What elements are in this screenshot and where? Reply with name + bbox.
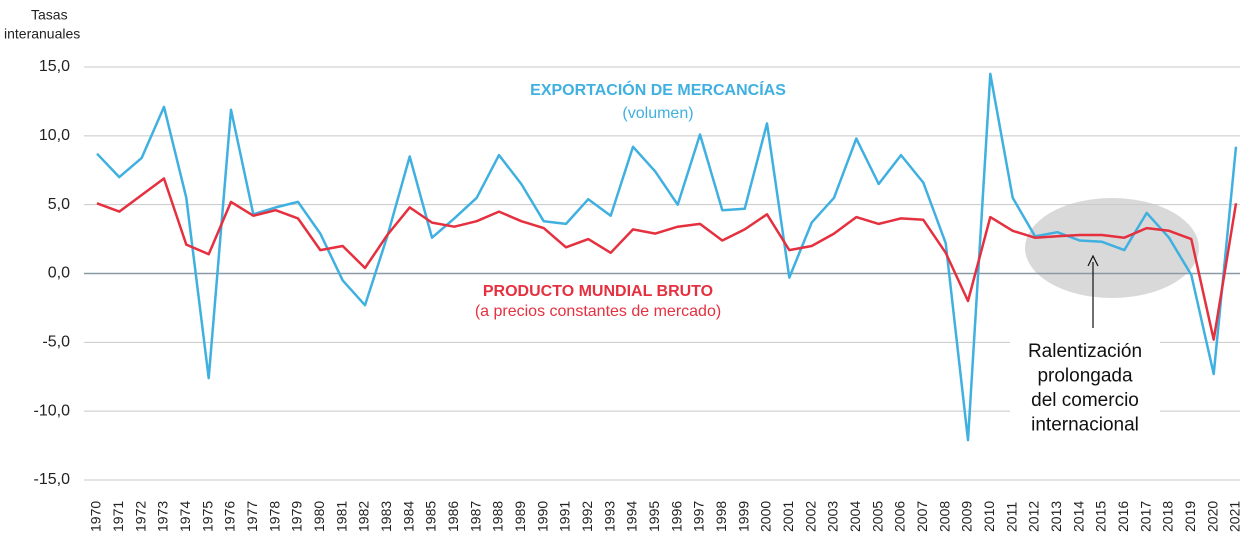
- x-tick-label: 1989: [512, 501, 528, 532]
- annotation-background: [1010, 333, 1160, 439]
- x-tick-label: 1996: [668, 501, 684, 532]
- annotation-text: Ralentización: [1028, 341, 1142, 362]
- x-tick-label: 1983: [378, 501, 394, 532]
- x-tick-label: 2013: [1048, 501, 1064, 532]
- x-tick-label: 2005: [869, 501, 885, 532]
- series-line: [96, 72, 1238, 442]
- x-tick-label: 1978: [266, 501, 282, 532]
- x-tick-label: 1997: [691, 501, 707, 532]
- x-tick-label: 2004: [847, 501, 863, 532]
- x-tick-label: 1974: [177, 501, 193, 532]
- x-tick-label: 1979: [289, 501, 305, 532]
- x-tick-label: 2014: [1070, 501, 1086, 532]
- x-tick-label: 1970: [88, 501, 104, 532]
- x-tick-label: 1982: [356, 501, 372, 532]
- series-label: PRODUCTO MUNDIAL BRUTO: [483, 283, 713, 300]
- series-line: [96, 177, 1238, 341]
- x-tick-label: 2008: [936, 501, 952, 532]
- x-tick-label: 2000: [758, 501, 774, 532]
- y-axis-label: Tasas: [31, 7, 68, 23]
- y-tick-label: 5,0: [48, 196, 70, 213]
- x-tick-label: 1972: [132, 501, 148, 532]
- y-tick-label: 15,0: [39, 58, 70, 75]
- x-tick-label: 1987: [467, 501, 483, 532]
- x-tick-label: 2002: [802, 501, 818, 532]
- y-tick-label: 10,0: [39, 127, 70, 144]
- x-tick-label: 1980: [311, 501, 327, 532]
- x-tick-label: 2018: [1160, 501, 1176, 532]
- x-tick-label: 2011: [1003, 502, 1019, 532]
- x-tick-label: 1995: [646, 501, 662, 532]
- x-tick-label: 1992: [579, 501, 595, 532]
- annotation-arrowhead: [1087, 254, 1099, 267]
- x-tick-label: 2015: [1093, 501, 1109, 532]
- x-tick-label: 1981: [333, 501, 349, 532]
- x-tick-label: 2020: [1204, 501, 1220, 532]
- annotation-text: internacional: [1031, 415, 1139, 436]
- x-tick-label: 2021: [1227, 501, 1243, 532]
- y-tick-label: -10,0: [34, 402, 71, 419]
- x-tick-label: 1999: [735, 501, 751, 532]
- x-tick-label: 1986: [445, 501, 461, 532]
- x-tick-label: 2017: [1137, 501, 1153, 532]
- x-tick-label: 1990: [534, 501, 550, 532]
- x-tick-label: 1975: [199, 501, 215, 532]
- x-tick-label: 2001: [780, 501, 796, 532]
- annotation-text: prolongada: [1037, 366, 1133, 387]
- x-tick-label: 1973: [155, 501, 171, 532]
- x-tick-label: 2006: [892, 501, 908, 532]
- x-tick-label: 1971: [110, 501, 126, 532]
- x-tick-label: 1988: [490, 501, 506, 532]
- x-tick-label: 1976: [222, 501, 238, 532]
- x-tick-label: 2019: [1182, 501, 1198, 532]
- x-tick-label: 1994: [624, 501, 640, 532]
- x-tick-label: 1985: [423, 501, 439, 532]
- x-tick-label: 2003: [825, 501, 841, 532]
- x-tick-label: 2012: [1026, 501, 1042, 532]
- x-tick-label: 1977: [244, 501, 260, 532]
- x-tick-label: 1998: [713, 501, 729, 532]
- y-axis-label: interanuales: [4, 26, 80, 42]
- x-tick-label: 1991: [557, 501, 573, 532]
- series-note: (volumen): [622, 105, 693, 122]
- x-tick-label: 2009: [959, 501, 975, 532]
- x-tick-label: 1993: [601, 501, 617, 532]
- annotation-text: del comercio: [1031, 390, 1139, 411]
- y-tick-label: 0,0: [48, 265, 70, 282]
- highlight-ellipse: [1025, 198, 1199, 298]
- series-label: EXPORTACIÓN DE MERCANCÍAS: [530, 80, 786, 99]
- series-note: (a precios constantes de mercado): [475, 303, 721, 320]
- y-tick-label: -5,0: [42, 334, 70, 351]
- x-tick-label: 2007: [914, 501, 930, 532]
- x-tick-label: 1984: [400, 501, 416, 532]
- x-tick-label: 2010: [981, 501, 997, 532]
- y-tick-label: -15,0: [34, 471, 71, 488]
- x-tick-label: 2016: [1115, 501, 1131, 532]
